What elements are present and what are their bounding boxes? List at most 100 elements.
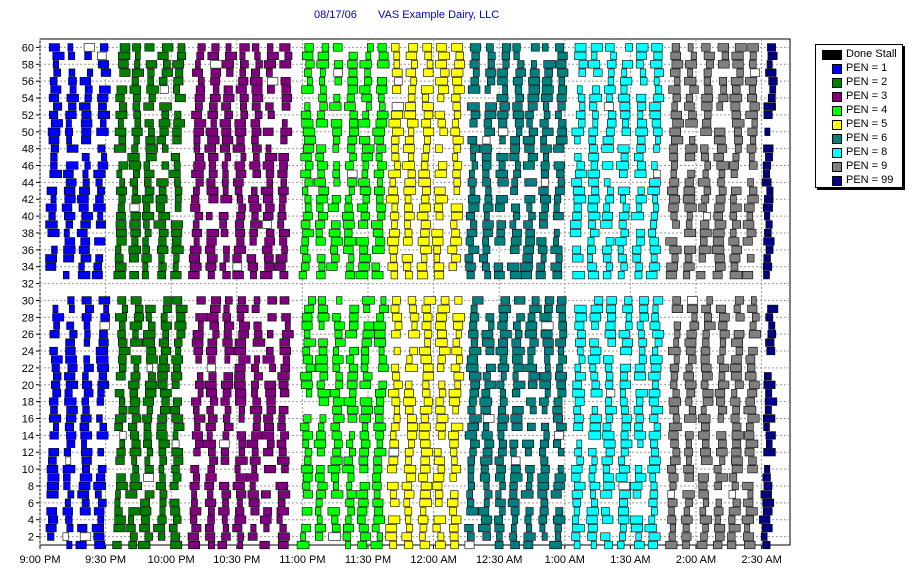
stall-mark-pen3 bbox=[262, 245, 273, 254]
stall-mark-pen6 bbox=[525, 523, 533, 533]
stall-mark-pen5 bbox=[440, 296, 450, 305]
stall-mark-pen8 bbox=[603, 473, 614, 482]
stall-mark-pen5 bbox=[435, 498, 443, 507]
stall-mark-pen5 bbox=[423, 68, 434, 77]
stall-mark-pen2 bbox=[116, 85, 128, 94]
stall-mark-pen1 bbox=[68, 68, 76, 77]
stall-mark-pen3 bbox=[239, 321, 250, 330]
stall-mark-pen4 bbox=[378, 363, 389, 373]
stall-mark-pen5 bbox=[390, 254, 397, 263]
stall-mark-pen6 bbox=[464, 431, 477, 440]
stall-mark-pen5 bbox=[433, 245, 441, 254]
stall-mark-pen3 bbox=[224, 405, 232, 415]
stall-mark-pen3 bbox=[262, 355, 275, 364]
stall-mark-pen8 bbox=[573, 405, 582, 415]
stall-mark-pen6 bbox=[527, 313, 536, 322]
stall-mark-pen9 bbox=[669, 127, 681, 136]
stall-mark-pen6 bbox=[482, 422, 490, 432]
stall-mark-pen2 bbox=[129, 85, 141, 94]
stall-mark-pen3 bbox=[218, 507, 230, 516]
stall-mark-pen2 bbox=[119, 68, 131, 77]
stall-mark-pen5 bbox=[431, 228, 444, 238]
stall-mark-pen4 bbox=[332, 346, 339, 356]
stall-mark-pen1 bbox=[62, 464, 76, 474]
stall-mark-pen8 bbox=[618, 456, 626, 465]
stall-mark-pen1 bbox=[66, 414, 77, 423]
stall-mark-pen3 bbox=[249, 161, 261, 170]
stall-mark-pen4 bbox=[319, 77, 325, 86]
stall-mark-pen2 bbox=[134, 313, 144, 322]
stall-mark-pen9 bbox=[745, 397, 755, 406]
done-stall-mark bbox=[146, 363, 153, 373]
stall-mark-pen2 bbox=[143, 439, 152, 448]
stall-mark-pen6 bbox=[543, 60, 556, 69]
stall-mark-pen3 bbox=[206, 186, 219, 195]
stall-mark-pen2 bbox=[172, 127, 182, 136]
stall-mark-pen3 bbox=[198, 321, 204, 330]
stall-mark-pen1 bbox=[65, 220, 74, 229]
stall-mark-pen4 bbox=[301, 507, 313, 516]
stall-mark-pen3 bbox=[249, 228, 258, 238]
stall-mark-pen9 bbox=[746, 254, 755, 263]
stall-mark-pen2 bbox=[171, 372, 183, 381]
y-tick-label: 52 bbox=[22, 110, 34, 122]
stall-mark-pen2 bbox=[161, 110, 169, 119]
stall-mark-pen9 bbox=[712, 237, 724, 246]
stall-mark-pen9 bbox=[715, 304, 726, 314]
stall-mark-pen99 bbox=[763, 102, 776, 111]
stall-mark-pen99 bbox=[763, 254, 771, 263]
stall-mark-pen99 bbox=[767, 51, 778, 60]
stall-mark-pen2 bbox=[143, 203, 151, 212]
stall-mark-pen6 bbox=[524, 144, 535, 153]
legend-label: PEN = 4 bbox=[846, 104, 888, 116]
stall-mark-pen9 bbox=[686, 330, 697, 339]
stall-mark-pen4 bbox=[342, 523, 354, 533]
stall-mark-pen8 bbox=[590, 43, 603, 52]
stall-mark-pen3 bbox=[191, 397, 202, 406]
stall-mark-pen6 bbox=[539, 507, 549, 516]
done-stall-mark bbox=[79, 532, 92, 541]
stall-mark-pen6 bbox=[510, 464, 521, 474]
stall-mark-pen2 bbox=[131, 144, 139, 153]
stall-mark-pen8 bbox=[620, 431, 629, 440]
stall-mark-pen8 bbox=[619, 102, 631, 111]
stall-mark-pen4 bbox=[356, 237, 369, 246]
stall-mark-pen3 bbox=[195, 85, 206, 94]
stall-mark-pen99 bbox=[767, 304, 779, 314]
stall-mark-pen9 bbox=[717, 414, 724, 423]
stall-mark-pen4 bbox=[316, 254, 326, 263]
stall-mark-pen6 bbox=[496, 153, 509, 162]
stall-mark-pen1 bbox=[96, 431, 109, 440]
stall-mark-pen3 bbox=[237, 532, 245, 541]
stall-mark-pen99 bbox=[765, 153, 773, 162]
stall-mark-pen3 bbox=[210, 304, 221, 314]
stall-mark-pen5 bbox=[417, 237, 430, 246]
stall-mark-pen8 bbox=[571, 532, 581, 541]
stall-mark-pen5 bbox=[420, 507, 427, 516]
stall-mark-pen8 bbox=[617, 144, 630, 153]
stall-mark-pen9 bbox=[719, 338, 727, 347]
stall-mark-pen3 bbox=[278, 380, 289, 389]
stall-mark-pen3 bbox=[280, 127, 293, 136]
stall-mark-pen8 bbox=[617, 254, 627, 263]
stall-mark-pen8 bbox=[578, 119, 586, 128]
stall-mark-pen4 bbox=[318, 338, 328, 347]
stall-mark-pen1 bbox=[77, 523, 88, 533]
stall-mark-pen5 bbox=[406, 523, 414, 533]
stall-mark-pen5 bbox=[386, 195, 399, 204]
stall-mark-pen3 bbox=[208, 153, 219, 162]
stall-mark-pen4 bbox=[318, 186, 329, 195]
stall-mark-pen2 bbox=[143, 330, 156, 339]
stall-mark-pen6 bbox=[496, 380, 505, 389]
stall-mark-pen3 bbox=[223, 304, 230, 314]
stall-mark-pen4 bbox=[363, 77, 373, 86]
stall-mark-pen1 bbox=[96, 397, 104, 406]
stall-mark-pen1 bbox=[52, 422, 59, 432]
stall-mark-pen6 bbox=[539, 397, 549, 406]
stall-mark-pen8 bbox=[574, 448, 582, 457]
stall-mark-pen5 bbox=[422, 43, 432, 52]
done-stall-mark bbox=[99, 321, 110, 330]
stall-mark-pen9 bbox=[717, 178, 725, 187]
stall-mark-pen9 bbox=[748, 346, 758, 356]
stall-mark-pen5 bbox=[419, 405, 433, 415]
